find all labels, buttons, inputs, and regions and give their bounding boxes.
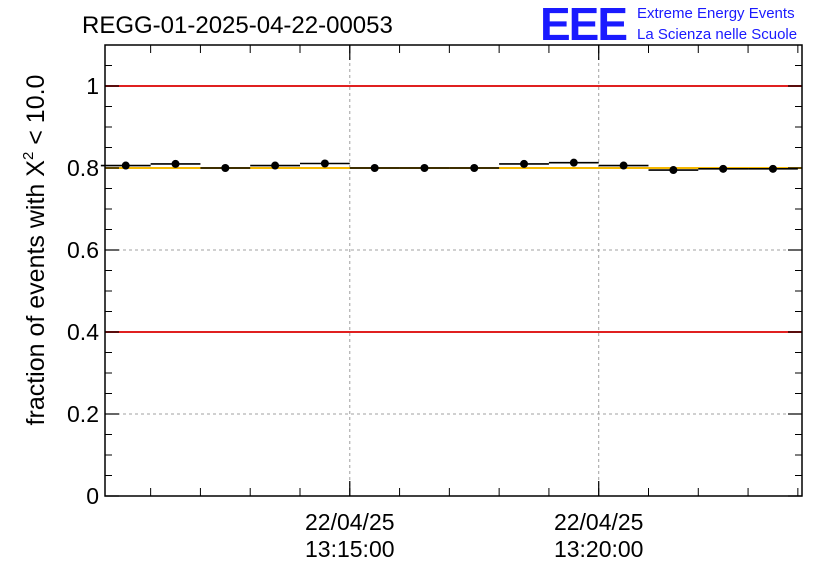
data-point — [669, 166, 678, 175]
data-point — [121, 161, 130, 170]
plot-frame — [104, 44, 803, 497]
data-point — [768, 164, 777, 173]
x-tick-time-label: 13:20:00 — [554, 536, 644, 562]
logo-line-2: La Scienza nelle Scuole — [637, 26, 797, 43]
data-point — [221, 164, 230, 172]
reference-lines — [105, 85, 802, 333]
x-tick-date-label: 22/04/25 — [554, 509, 644, 535]
y-axis-label-symbol: X — [22, 160, 50, 177]
y-tick-label: 0.8 — [67, 155, 99, 181]
data-point — [520, 159, 529, 168]
data-point — [171, 159, 180, 168]
data-point — [320, 159, 329, 168]
y-axis-label-prefix: fraction of events with — [22, 177, 50, 426]
y-axis-label: fraction of events with X2 < 10.0 — [20, 75, 50, 426]
eee-logo: EEE Extreme Energy Events La Scienza nel… — [540, 0, 797, 50]
data-point — [370, 164, 379, 172]
x-tick-date-label: 22/04/25 — [305, 509, 395, 535]
y-tick-label: 0.4 — [67, 319, 99, 345]
data-point — [470, 164, 479, 172]
logo-letters: EEE — [540, 0, 626, 50]
y-tick-label: 0 — [86, 483, 99, 509]
data-point — [569, 158, 578, 167]
y-axis-label-superscript: 2 — [20, 152, 37, 160]
data-point — [420, 164, 429, 172]
logo-line-1: Extreme Energy Events — [637, 5, 795, 22]
data-point — [719, 164, 728, 173]
data-point — [271, 161, 280, 170]
y-tick-label: 0.6 — [67, 237, 99, 263]
y-tick-label: 0.2 — [67, 401, 99, 427]
y-tick-label: 1 — [86, 73, 99, 99]
axes-layer: 00.20.40.60.8122/04/2513:15:0022/04/2513… — [67, 44, 803, 562]
data-points — [100, 158, 798, 175]
data-point — [619, 161, 628, 170]
grid-layer — [105, 45, 802, 496]
y-axis-label-suffix: < 10.0 — [22, 75, 50, 152]
x-tick-time-label: 13:15:00 — [305, 536, 395, 562]
run-title: REGG-01-2025-04-22-00053 — [82, 12, 393, 39]
